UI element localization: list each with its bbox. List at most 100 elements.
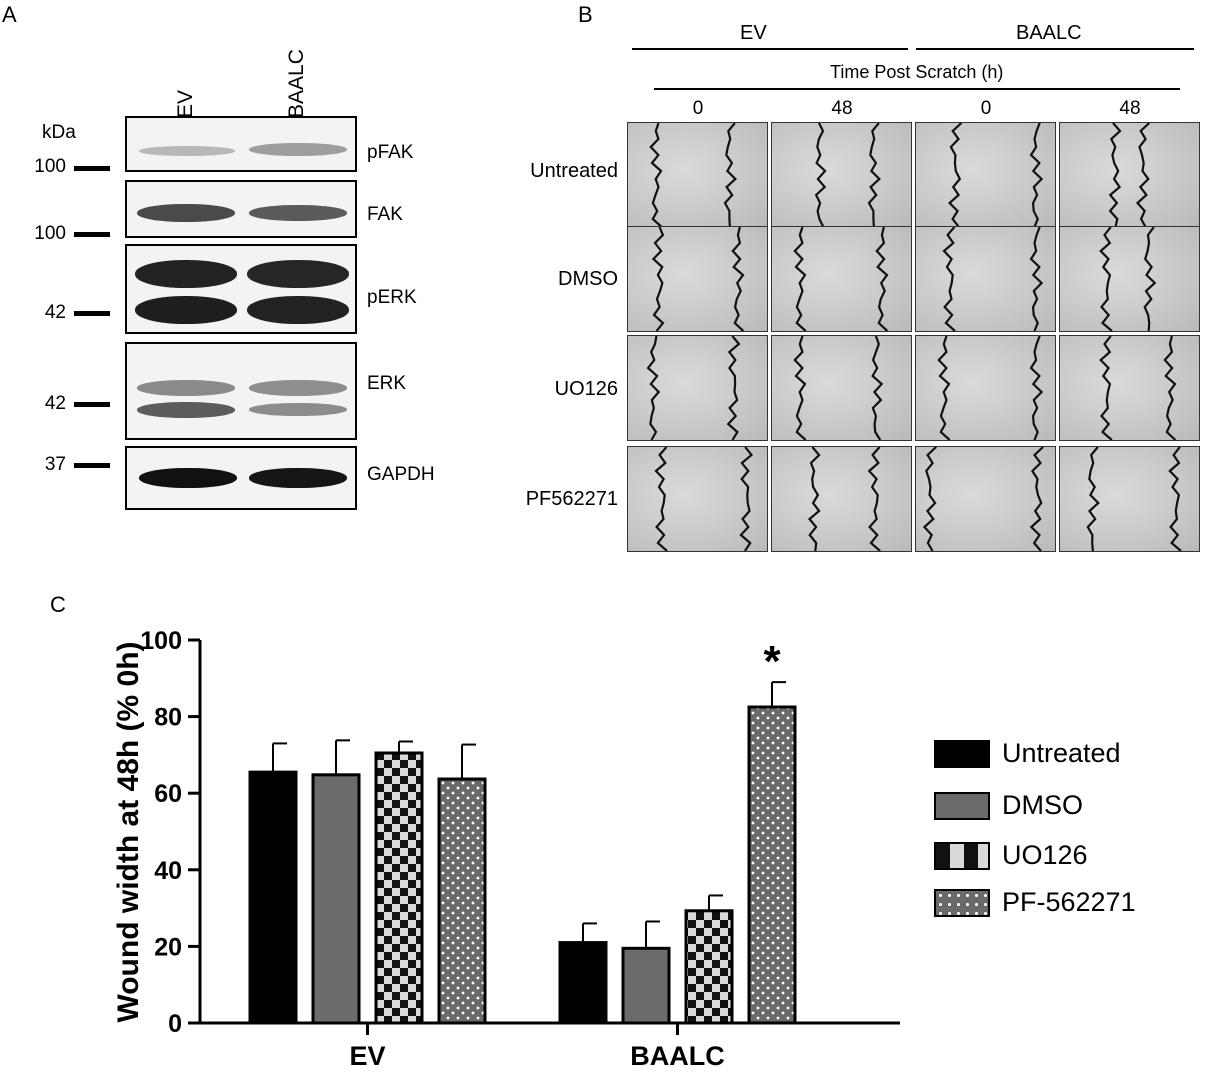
- legend-swatch: [934, 841, 990, 870]
- band: [249, 468, 347, 488]
- scratch-edge-line: [1135, 123, 1150, 227]
- bar-dmso-ev: [311, 773, 361, 1025]
- scratch-edge-line: [875, 227, 889, 331]
- bar-untreated-ev: [248, 770, 298, 1025]
- wound-width-chart: 0 20 40 60 80 100 EV BAALC * Wound width at 48h …: [112, 627, 900, 1071]
- group-line-ev: [632, 48, 908, 50]
- scratch-edge-line: [1108, 123, 1122, 227]
- legend-label: DMSO: [1002, 790, 1083, 820]
- y-tick-label: 0: [168, 1010, 182, 1038]
- scratch-edge-line: [867, 123, 881, 227]
- scratch-edge-line: [1029, 123, 1044, 227]
- scratch-micrograph: [771, 226, 912, 332]
- col-head-baalc-0: 0: [980, 98, 992, 119]
- blot-pfak: [125, 116, 357, 172]
- scratch-edge-line: [867, 447, 881, 551]
- legend-label: Untreated: [1002, 738, 1121, 768]
- scratch-micrograph: [627, 122, 768, 228]
- col-head-baalc-48: 48: [1119, 98, 1141, 119]
- scratch-edge-line: [731, 227, 745, 331]
- bar-pf-562271-ev: [437, 777, 487, 1025]
- scratch-edge-line: [1029, 336, 1044, 440]
- scratch-micrograph: [627, 335, 768, 441]
- legend-swatch: [934, 888, 990, 917]
- y-tick-label: 80: [154, 704, 182, 732]
- scratch-edge-line: [1168, 447, 1182, 551]
- mw-tick: [74, 402, 110, 407]
- blot-label-perk: pERK: [367, 287, 417, 308]
- scratch-edge-line: [814, 123, 827, 227]
- panel-letter-c: C: [50, 592, 66, 617]
- scratch-micrograph: [1059, 122, 1200, 228]
- scratch-edge-line: [1163, 336, 1177, 440]
- scratch-edge-line: [937, 336, 951, 440]
- row-head-untreated: Untreated: [530, 160, 618, 182]
- band: [135, 296, 237, 324]
- mw-marker: 42: [44, 393, 66, 414]
- scratch-edge-line: [726, 336, 741, 440]
- scratch-edge-line: [654, 447, 668, 551]
- scratch-edge-line: [739, 447, 754, 551]
- legend-item-uo126: UO126: [934, 840, 1088, 871]
- y-tick-label: 100: [140, 627, 182, 655]
- mw-tick: [74, 166, 110, 171]
- y-tick-label: 20: [154, 933, 182, 961]
- blot-label-fak: FAK: [367, 204, 403, 225]
- mw-marker: 42: [44, 302, 66, 323]
- col-head-ev-0: 0: [692, 98, 704, 119]
- mw-marker: 100: [34, 223, 66, 244]
- panel-letter-b: B: [578, 2, 593, 27]
- mw-marker: 100: [34, 156, 66, 177]
- blot-perk: [125, 244, 357, 334]
- band: [139, 146, 235, 156]
- mw-tick: [74, 463, 110, 468]
- significance-marker: *: [763, 637, 781, 686]
- y-tick-label: 40: [154, 857, 182, 885]
- band: [249, 143, 347, 156]
- scratch-edge-line: [723, 123, 737, 227]
- scratch-edge-line: [646, 336, 661, 440]
- legend-label: UO126: [1002, 840, 1088, 870]
- scratch-micrograph: [771, 446, 912, 552]
- scratch-edge-line: [1086, 447, 1100, 551]
- band: [249, 380, 347, 396]
- group-header-ev: EV: [740, 22, 767, 44]
- scratch-edge-line: [942, 227, 956, 331]
- band: [249, 205, 347, 221]
- panel-letter-a: A: [2, 2, 17, 27]
- time-header: Time Post Scratch (h): [830, 62, 1004, 82]
- lane-label-ev: EV: [174, 89, 197, 118]
- scratch-edge-line: [649, 123, 663, 227]
- legend-swatch: [934, 739, 990, 768]
- scratch-edge-line: [793, 227, 807, 331]
- band: [139, 468, 237, 488]
- blot-erk: [125, 342, 357, 440]
- scratch-micrograph: [771, 335, 912, 441]
- band: [137, 204, 235, 222]
- band: [137, 380, 235, 396]
- legend-item-untreated: Untreated: [934, 738, 1121, 769]
- scratch-micrograph: [1059, 446, 1200, 552]
- lane-label-baalc: BAALC: [285, 49, 308, 118]
- legend-item-dmso: DMSO: [934, 790, 1083, 821]
- blot-label-gapdh: GAPDH: [367, 464, 435, 485]
- blot-fak: [125, 180, 357, 238]
- scratch-edge-line: [947, 123, 963, 227]
- scratch-edge-line: [922, 447, 937, 551]
- x-tick-label: EV: [349, 1041, 385, 1071]
- group-line-baalc: [916, 48, 1194, 50]
- blot-gapdh: [125, 446, 357, 510]
- scratch-edge-line: [1029, 227, 1044, 331]
- scratch-micrograph: [771, 122, 912, 228]
- mw-tick: [74, 232, 110, 237]
- group-header-baalc: BAALC: [1016, 22, 1082, 44]
- bar-dmso-baalc: [621, 946, 671, 1025]
- scratch-micrograph: [915, 446, 1056, 552]
- bar-uo126-ev: [374, 751, 424, 1025]
- band: [135, 260, 237, 288]
- row-head-dmso: DMSO: [558, 268, 618, 290]
- scratch-micrograph: [915, 335, 1056, 441]
- y-tick-label: 60: [154, 780, 182, 808]
- scratch-micrograph: [915, 226, 1056, 332]
- mw-tick: [74, 311, 110, 316]
